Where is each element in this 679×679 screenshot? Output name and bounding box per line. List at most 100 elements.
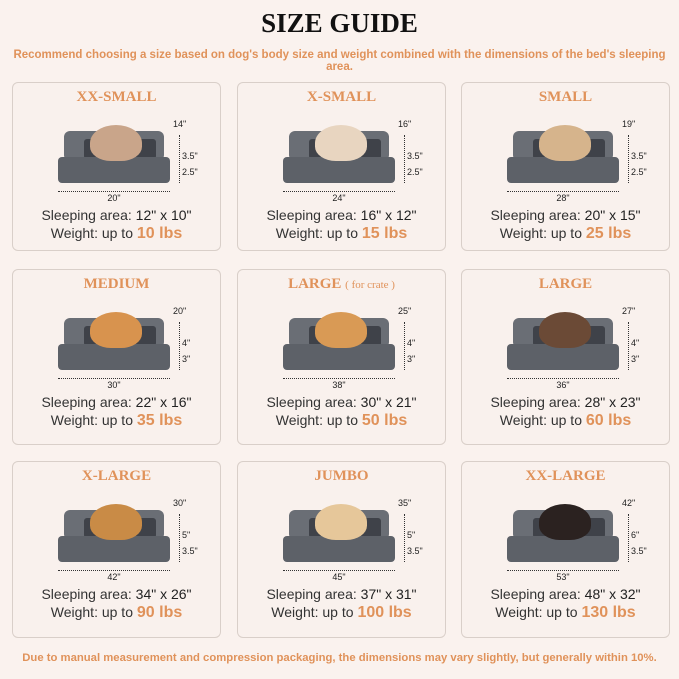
width-dimension: 42" [107,572,121,582]
height-line [404,514,405,562]
weight-value: 10 lbs [136,225,183,242]
size-label: SMALL [538,89,593,105]
size-name: XX-LARGE [462,468,669,485]
weight-label: Weight: up to [275,412,358,428]
height-base-dimension: 3" [631,354,640,364]
weight-label: Weight: up to [271,604,354,620]
height-base-dimension: 3" [407,354,416,364]
sleeping-value: 37" x 31" [360,586,417,602]
size-name: X-LARGE [13,468,220,485]
size-name: MEDIUM [13,276,220,293]
bed-image [58,312,170,370]
depth-dimension: 42" [622,498,636,508]
size-card: JUMBO 35" 5" 3.5" 45" Sleeping area: 37"… [237,461,446,638]
sleeping-area: Sleeping area: 20" x 15" [462,207,669,223]
weight-value: 25 lbs [585,225,632,242]
sleeping-area: Sleeping area: 12" x 10" [13,207,220,223]
depth-dimension: 27" [622,306,636,316]
footer-note: Due to manual measurement and compressio… [22,652,657,664]
bed-base [283,536,395,562]
sleeping-value: 22" x 16" [135,394,192,410]
sleeping-area: Sleeping area: 28" x 23" [462,394,669,410]
pet-image [315,312,367,348]
height-top-dimension: 4" [631,338,640,348]
depth-dimension: 35" [398,498,412,508]
depth-dimension: 19" [622,119,636,129]
sleeping-label: Sleeping area: [41,394,132,410]
size-label: X-LARGE [81,468,152,484]
weight-limit: Weight: up to 10 lbs [13,225,220,243]
weight-limit: Weight: up to 100 lbs [238,604,445,622]
width-dimension: 20" [107,193,121,203]
weight-label: Weight: up to [499,225,582,241]
weight-value: 60 lbs [585,412,632,429]
width-line [283,191,395,192]
height-line [628,322,629,370]
weight-value: 90 lbs [136,604,183,621]
height-line [628,514,629,562]
sleeping-label: Sleeping area: [266,207,357,223]
bed-base [58,344,170,370]
width-line [507,191,619,192]
weight-value: 100 lbs [357,604,412,621]
bed-image [507,504,619,562]
size-label: XX-LARGE [525,468,606,484]
height-base-dimension: 2.5" [182,167,198,177]
weight-limit: Weight: up to 50 lbs [238,412,445,430]
size-label: LARGE [288,276,342,292]
bed-image [507,125,619,183]
width-line [507,570,619,571]
weight-label: Weight: up to [50,604,133,620]
height-line [179,322,180,370]
pet-image [315,125,367,161]
bed-base [58,536,170,562]
width-dimension: 30" [107,380,121,390]
sleeping-area: Sleeping area: 22" x 16" [13,394,220,410]
width-dimension: 45" [332,572,346,582]
height-base-dimension: 2.5" [631,167,647,177]
size-card: X-LARGE 30" 5" 3.5" 42" Sleeping area: 3… [12,461,221,638]
sleeping-value: 12" x 10" [135,207,192,223]
sleeping-value: 20" x 15" [584,207,641,223]
height-top-dimension: 3.5" [182,151,198,161]
sleeping-area: Sleeping area: 16" x 12" [238,207,445,223]
sleeping-label: Sleeping area: [266,586,357,602]
size-card: LARGE ( for crate ) 25" 4" 3" 38" Sleepi… [237,269,446,445]
pet-image [539,125,591,161]
width-dimension: 36" [556,380,570,390]
height-top-dimension: 4" [182,338,191,348]
size-label: XX-SMALL [76,89,157,105]
height-top-dimension: 3.5" [631,151,647,161]
size-label: X-SMALL [306,89,377,105]
bed-image [58,125,170,183]
weight-value: 35 lbs [136,412,183,429]
size-card: LARGE 27" 4" 3" 36" Sleeping area: 28" x… [461,269,670,445]
bed-base [283,157,395,183]
sleeping-area: Sleeping area: 48" x 32" [462,586,669,602]
weight-limit: Weight: up to 90 lbs [13,604,220,622]
weight-value: 130 lbs [581,604,636,621]
height-base-dimension: 2.5" [407,167,423,177]
weight-label: Weight: up to [495,604,578,620]
height-base-dimension: 3.5" [631,546,647,556]
bed-base [507,344,619,370]
weight-limit: Weight: up to 25 lbs [462,225,669,243]
sleeping-value: 30" x 21" [360,394,417,410]
weight-limit: Weight: up to 35 lbs [13,412,220,430]
bed-base [507,536,619,562]
size-name: XX-SMALL [13,89,220,106]
size-note: ( for crate ) [345,279,395,291]
width-line [58,191,170,192]
sleeping-label: Sleeping area: [41,207,132,223]
bed-image [283,312,395,370]
weight-value: 15 lbs [361,225,408,242]
bed-image [58,504,170,562]
height-line [179,514,180,562]
sleeping-label: Sleeping area: [490,207,581,223]
sleeping-label: Sleeping area: [266,394,357,410]
size-name: LARGE ( for crate ) [238,276,445,293]
sleeping-label: Sleeping area: [41,586,132,602]
height-base-dimension: 3.5" [407,546,423,556]
size-card: MEDIUM 20" 4" 3" 30" Sleeping area: 22" … [12,269,221,445]
depth-dimension: 14" [173,119,187,129]
